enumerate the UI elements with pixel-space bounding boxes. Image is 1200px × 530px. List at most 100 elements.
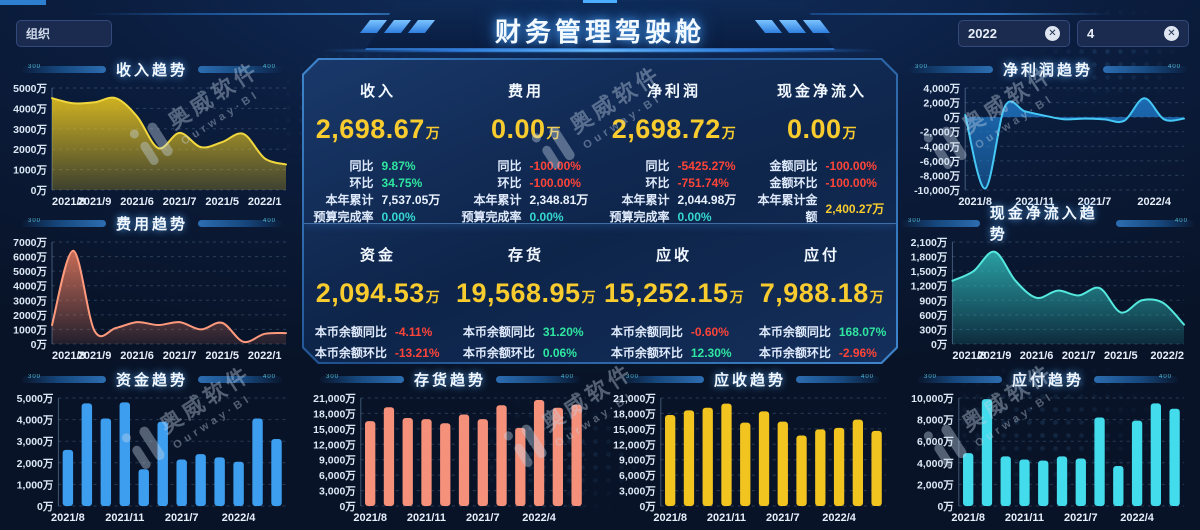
- svg-text:0万: 0万: [31, 185, 48, 197]
- org-filter[interactable]: 组织: [16, 20, 112, 47]
- svg-text:1000万: 1000万: [13, 324, 47, 336]
- kpi-metric-row: 环比 -100.00%: [452, 174, 600, 191]
- title-decor-right: 400: [496, 374, 580, 383]
- funds-trend-plot[interactable]: 5,000万 4,000万 3,000万 2,000万 1,000万 0万 2021/8 20…: [8, 390, 296, 526]
- metric-value: -100.00%: [529, 175, 581, 190]
- kpi-panel: 收入 2,698.67万 同比 9.87% 环比 34.75% 本年累计 7,537.05万预…: [304, 60, 896, 362]
- chart-title-bar: 300 应付趋势 400: [902, 368, 1194, 390]
- svg-text:15,000万: 15,000万: [313, 424, 356, 436]
- svg-text:0万: 0万: [937, 501, 954, 513]
- metric-label: 本币余额同比: [758, 325, 831, 339]
- metric-value: -100.00%: [529, 158, 581, 173]
- clear-icon[interactable]: ✕: [1045, 26, 1060, 41]
- title-underline: [320, 49, 880, 52]
- svg-text:2021/6: 2021/6: [120, 350, 154, 362]
- title-decor-right: 400: [796, 374, 880, 383]
- metric-label: 本币余额环比: [462, 346, 535, 360]
- svg-text:2021/5: 2021/5: [205, 196, 239, 208]
- svg-text:6,000万: 6,000万: [619, 470, 656, 482]
- svg-text:4,000万: 4,000万: [923, 83, 960, 95]
- chart-title-bar: 300 费用趋势 400: [8, 212, 296, 234]
- payable-trend-plot[interactable]: 10,000万 8,000万 6,000万 4,000万 2,000万 0万 2021/8 2…: [902, 390, 1194, 526]
- svg-text:2021/7: 2021/7: [1062, 350, 1096, 362]
- kpi-metric-row: 本年累计金额 2,400.27万: [748, 191, 896, 208]
- svg-text:2021/8: 2021/8: [52, 196, 86, 208]
- svg-text:2,000万: 2,000万: [917, 479, 954, 491]
- metric-value: 0.00%: [381, 209, 416, 224]
- svg-text:8,000万: 8,000万: [917, 415, 954, 427]
- svg-text:2021/6: 2021/6: [1020, 350, 1054, 362]
- kpi-metrics: 本币余额同比 168.07% 本币余额环比 -2.96%: [748, 321, 896, 361]
- svg-text:-10,000万: -10,000万: [914, 185, 961, 197]
- clear-icon[interactable]: ✕: [1164, 26, 1179, 41]
- receivable-trend-chart: 300 应收趋势 400 21,000万 18,000万 15,000万 12,000…: [604, 368, 896, 526]
- metric-label: 本币余额环比: [314, 346, 387, 360]
- metric-value: 31.20%: [542, 324, 584, 339]
- kpi-title: 现金净流入: [776, 83, 867, 100]
- title-decor-left: 300: [21, 64, 106, 73]
- svg-text:2022/4: 2022/4: [822, 512, 857, 524]
- header-line-right: [730, 13, 1110, 15]
- metric-label: 同比: [497, 159, 522, 173]
- svg-text:0万: 0万: [944, 112, 961, 124]
- kpi-metric-row: 预算完成率 0.00%: [304, 208, 452, 224]
- kpi-metric-row: 本币余额同比 -4.11%: [304, 321, 452, 342]
- svg-text:2021/7: 2021/7: [1078, 196, 1112, 208]
- metric-label: 金额同比: [769, 159, 818, 173]
- chart-title: 应付趋势: [1011, 371, 1084, 389]
- metric-value: 9.87%: [381, 158, 416, 173]
- kpi-card: 资金 2,094.53万 本币余额同比 -4.11% 本币余额环比 -13.21%: [304, 224, 452, 361]
- svg-text:2000万: 2000万: [13, 310, 47, 322]
- svg-text:2021/5: 2021/5: [1104, 350, 1138, 362]
- kpi-metric-row: 本币余额同比 31.20%: [452, 321, 600, 342]
- header-bar: 财务管理驾驶舱 组织 2022 ✕ 4 ✕: [0, 0, 1200, 56]
- kpi-metrics: 本币余额同比 31.20% 本币余额环比 0.06%: [452, 321, 600, 361]
- metric-value: 12.30%: [690, 345, 732, 360]
- svg-text:0万: 0万: [31, 339, 48, 351]
- metric-label: 预算完成率: [461, 210, 522, 224]
- month-filter-input[interactable]: 4 ✕: [1077, 20, 1189, 47]
- expense-trend-plot[interactable]: 7000万 6000万 5000万 4000万 3000万 2000万 1000万 0万 202…: [8, 234, 296, 364]
- kpi-card: 费用 0.00万 同比 -100.00% 环比 -100.00% 本年累计 2,348.81万…: [452, 60, 600, 224]
- metric-value: 2,044.98万: [677, 193, 737, 207]
- metric-label: 同比: [349, 159, 374, 173]
- kpi-value: 0.00万: [786, 114, 858, 144]
- receivable-trend-plot[interactable]: 21,000万 18,000万 15,000万 12,000万 9,000万 6,000万…: [604, 390, 896, 526]
- svg-text:4,000万: 4,000万: [917, 458, 954, 470]
- kpi-metric-row: 本币余额环比 -2.96%: [748, 342, 896, 361]
- metric-label: 本币余额环比: [758, 346, 831, 360]
- cashflow-trend-chart: 300 现金净流入趋势 400 2,100万 1,800万 1,500万 1,200万…: [902, 205, 1194, 364]
- kpi-metric-row: 本币余额同比 168.07%: [748, 321, 896, 342]
- kpi-metric-row: 同比 -100.00%: [452, 157, 600, 174]
- kpi-value: 15,252.15万: [603, 278, 745, 308]
- svg-text:3000万: 3000万: [13, 295, 47, 307]
- svg-text:900万: 900万: [919, 295, 948, 307]
- svg-text:9,000万: 9,000万: [319, 455, 356, 467]
- cashflow-trend-plot[interactable]: 2,100万 1,800万 1,500万 1,200万 900万 600万 300万 0万 20…: [902, 234, 1194, 364]
- kpi-card: 净利润 2,698.72万 同比 -5425.27% 环比 -751.74% 本年累计 2,0…: [600, 60, 748, 224]
- inventory-trend-chart: 300 存货趋势 400 21,000万 18,000万 15,000万 12,000…: [304, 368, 596, 526]
- chart-title: 应收趋势: [713, 371, 786, 389]
- metric-label: 本币余额同比: [610, 325, 683, 339]
- revenue-trend-plot[interactable]: 5000万 4000万 3000万 2000万 1000万 0万 2021/8 2021/9 2…: [8, 80, 296, 210]
- kpi-value: 7,988.18万: [759, 278, 885, 308]
- kpi-title: 应收: [655, 247, 692, 264]
- kpi-value: 19,568.95万: [455, 278, 597, 308]
- svg-text:2021/8: 2021/8: [951, 512, 985, 524]
- year-filter-input[interactable]: 2022 ✕: [958, 20, 1070, 47]
- metric-label: 本年累计: [473, 193, 522, 207]
- kpi-metric-row: 环比 34.75%: [304, 174, 452, 191]
- svg-text:2022/4: 2022/4: [1120, 512, 1155, 524]
- kpi-card: 应收 15,252.15万本币余额同比 -0.60% 本币余额环比 12.30%: [600, 224, 748, 361]
- svg-text:1,000万: 1,000万: [17, 479, 54, 491]
- svg-text:2021/7: 2021/7: [766, 512, 800, 524]
- kpi-title: 净利润: [646, 83, 701, 100]
- svg-text:3,000万: 3,000万: [319, 486, 356, 498]
- netprofit-trend-chart: 300 净利润趋势 400 4,000万 2,000万 0万 -2,000万 -4,00…: [902, 58, 1194, 210]
- inventory-trend-plot[interactable]: 21,000万 18,000万 15,000万 12,000万 9,000万 6,000万…: [304, 390, 596, 526]
- metric-label: 本币余额环比: [610, 346, 683, 360]
- svg-text:-2,000万: -2,000万: [920, 127, 961, 139]
- metric-value: 7,537.05万: [381, 193, 441, 207]
- netprofit-trend-plot[interactable]: 4,000万 2,000万 0万 -2,000万 -4,000万 -6,000万 -8,00…: [902, 80, 1194, 210]
- kpi-metric-row: 本币余额同比 -0.60%: [600, 321, 748, 342]
